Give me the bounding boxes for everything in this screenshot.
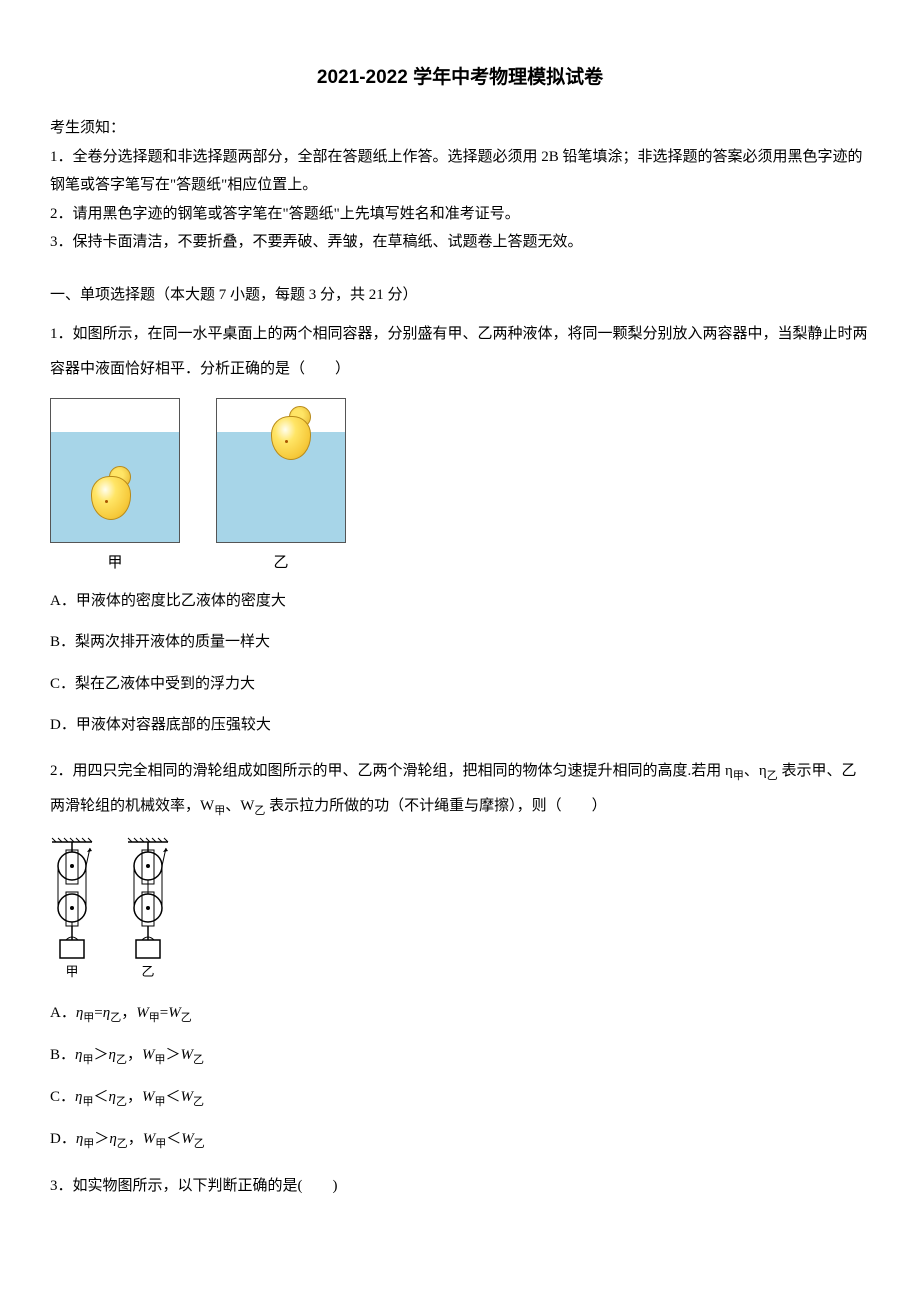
q2-pulley-jia: 甲	[50, 836, 98, 986]
q1-tank-jia	[50, 398, 180, 543]
q1-option-a: A．甲液体的密度比乙液体的密度大	[50, 586, 870, 618]
q1-options: A．甲液体的密度比乙液体的密度大 B．梨两次排开液体的质量一样大 C．梨在乙液体…	[50, 586, 870, 742]
q2-options: A．η甲=η乙，W甲=W乙 B．η甲＞η乙，W甲＞W乙 C．η甲＜η乙，W甲＜W…	[50, 998, 870, 1156]
q1-label-yi: 乙	[216, 549, 346, 578]
instructions-header: 考生须知：	[50, 114, 870, 143]
instructions-block: 考生须知： 1．全卷分选择题和非选择题两部分，全部在答题纸上作答。选择题必须用 …	[50, 114, 870, 257]
svg-text:甲: 甲	[65, 964, 78, 979]
q2-option-d: D．η甲＞η乙，W甲＜W乙	[50, 1124, 870, 1156]
q2-option-a: A．η甲=η乙，W甲=W乙	[50, 998, 870, 1030]
question-1: 1．如图所示，在同一水平桌面上的两个相同容器，分别盛有甲、乙两种液体，将同一颗梨…	[50, 317, 870, 742]
q1-text: 1．如图所示，在同一水平桌面上的两个相同容器，分别盛有甲、乙两种液体，将同一颗梨…	[50, 317, 870, 386]
q2-option-c: C．η甲＜η乙，W甲＜W乙	[50, 1082, 870, 1114]
q2-text: 2．用四只完全相同的滑轮组成如图所示的甲、乙两个滑轮组，把相同的物体匀速提升相同…	[50, 754, 870, 825]
instruction-item-2: 2．请用黑色字迹的钢笔或答字笔在"答题纸"上先填写姓名和准考证号。	[50, 200, 870, 229]
q1-pear-yi	[269, 404, 313, 458]
q2-figure: 甲	[50, 836, 870, 986]
q1-figure: 甲 乙	[50, 398, 870, 578]
question-2: 2．用四只完全相同的滑轮组成如图所示的甲、乙两个滑轮组，把相同的物体匀速提升相同…	[50, 754, 870, 1157]
section-1-header: 一、单项选择题（本大题 7 小题，每题 3 分，共 21 分）	[50, 281, 870, 310]
q1-option-c: C．梨在乙液体中受到的浮力大	[50, 669, 870, 701]
instruction-item-1: 1．全卷分选择题和非选择题两部分，全部在答题纸上作答。选择题必须用 2B 铅笔填…	[50, 143, 870, 200]
q3-text: 3．如实物图所示，以下判断正确的是( )	[50, 1169, 870, 1204]
svg-text:乙: 乙	[141, 964, 154, 979]
pulley-yi-svg: 乙	[126, 836, 170, 986]
question-3: 3．如实物图所示，以下判断正确的是( )	[50, 1169, 870, 1204]
q1-pear-jia	[89, 464, 133, 518]
q2-option-b: B．η甲＞η乙，W甲＞W乙	[50, 1040, 870, 1072]
q1-label-jia: 甲	[50, 549, 180, 578]
q1-tank-yi	[216, 398, 346, 543]
page-title: 2021-2022 学年中考物理模拟试卷	[50, 60, 870, 96]
q1-container-jia: 甲	[50, 398, 180, 578]
q2-pulley-yi: 乙	[126, 836, 174, 986]
q1-option-b: B．梨两次排开液体的质量一样大	[50, 627, 870, 659]
q1-option-d: D．甲液体对容器底部的压强较大	[50, 710, 870, 742]
q1-container-yi: 乙	[216, 398, 346, 578]
instruction-item-3: 3．保持卡面清洁，不要折叠，不要弄破、弄皱，在草稿纸、试题卷上答题无效。	[50, 228, 870, 257]
pulley-jia-svg: 甲	[50, 836, 94, 986]
